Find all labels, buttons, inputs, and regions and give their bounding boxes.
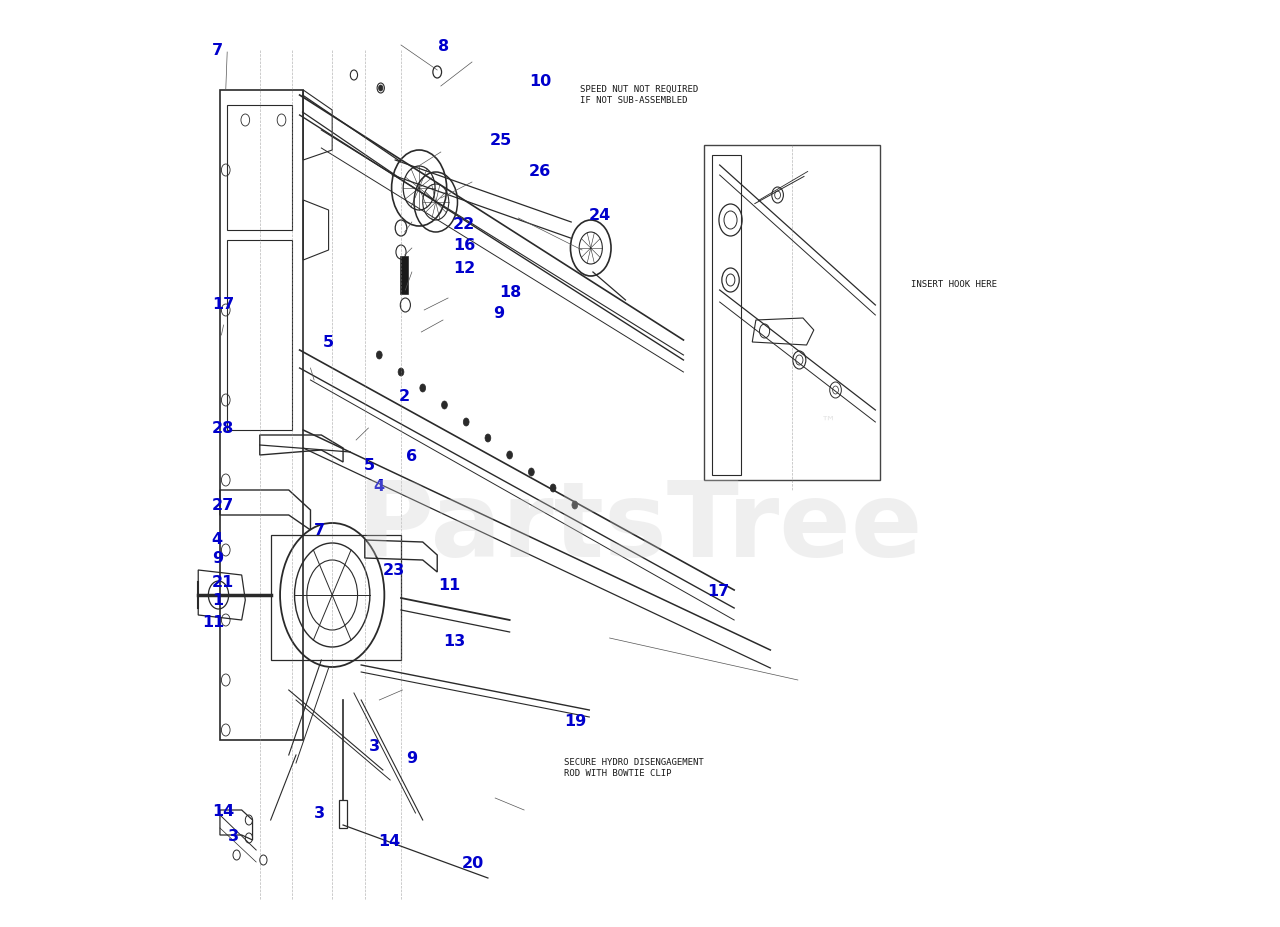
Text: 23: 23: [383, 563, 404, 578]
Text: 5: 5: [323, 336, 334, 350]
Text: 11: 11: [438, 578, 461, 593]
Text: 4: 4: [372, 479, 384, 494]
Ellipse shape: [398, 368, 404, 376]
Text: INSERT HOOK HERE: INSERT HOOK HERE: [910, 280, 997, 289]
Text: 3: 3: [370, 739, 380, 754]
Ellipse shape: [376, 351, 383, 359]
Text: 13: 13: [443, 634, 466, 649]
Bar: [704, 145, 881, 480]
Ellipse shape: [550, 484, 556, 492]
Text: 1: 1: [211, 593, 223, 608]
Text: 16: 16: [453, 238, 475, 253]
Text: 7: 7: [211, 44, 223, 58]
Text: 27: 27: [211, 498, 234, 513]
Text: 8: 8: [438, 39, 449, 54]
Text: PartsTree: PartsTree: [357, 477, 923, 579]
Text: ™: ™: [820, 414, 836, 429]
Text: 3: 3: [314, 806, 325, 821]
Text: SPEED NUT NOT REQUIRED
IF NOT SUB-ASSEMBLED: SPEED NUT NOT REQUIRED IF NOT SUB-ASSEMB…: [580, 85, 698, 105]
Text: 28: 28: [211, 421, 234, 436]
Text: 14: 14: [211, 804, 234, 819]
Text: 20: 20: [462, 857, 484, 871]
Text: 22: 22: [453, 217, 475, 232]
Ellipse shape: [379, 85, 383, 91]
Text: 25: 25: [490, 133, 512, 148]
Ellipse shape: [442, 401, 447, 409]
Text: 7: 7: [314, 523, 325, 538]
Text: 2: 2: [399, 389, 410, 404]
Text: 9: 9: [494, 306, 504, 321]
Text: 17: 17: [707, 584, 730, 599]
Text: 9: 9: [406, 751, 417, 766]
Text: 4: 4: [211, 532, 223, 547]
Text: 24: 24: [589, 208, 612, 222]
Text: 12: 12: [453, 261, 475, 276]
Text: 10: 10: [529, 74, 550, 89]
Text: 14: 14: [379, 834, 401, 849]
Text: 11: 11: [202, 616, 225, 630]
Text: 17: 17: [211, 297, 234, 311]
Bar: [399, 256, 408, 294]
Ellipse shape: [485, 434, 490, 442]
Bar: [339, 800, 347, 828]
Ellipse shape: [463, 418, 468, 426]
Ellipse shape: [529, 468, 534, 476]
Text: 26: 26: [529, 164, 550, 179]
Text: 9: 9: [211, 551, 223, 565]
Text: 6: 6: [406, 449, 417, 464]
Ellipse shape: [507, 451, 512, 459]
Text: 3: 3: [228, 829, 238, 844]
Text: SECURE HYDRO DISENGAGEMENT
ROD WITH BOWTIE CLIP: SECURE HYDRO DISENGAGEMENT ROD WITH BOWT…: [564, 758, 704, 778]
Ellipse shape: [572, 501, 577, 509]
Text: 5: 5: [364, 458, 375, 473]
Text: 21: 21: [211, 575, 234, 590]
Text: 18: 18: [499, 285, 521, 299]
Ellipse shape: [420, 384, 426, 392]
Text: 19: 19: [564, 714, 586, 729]
